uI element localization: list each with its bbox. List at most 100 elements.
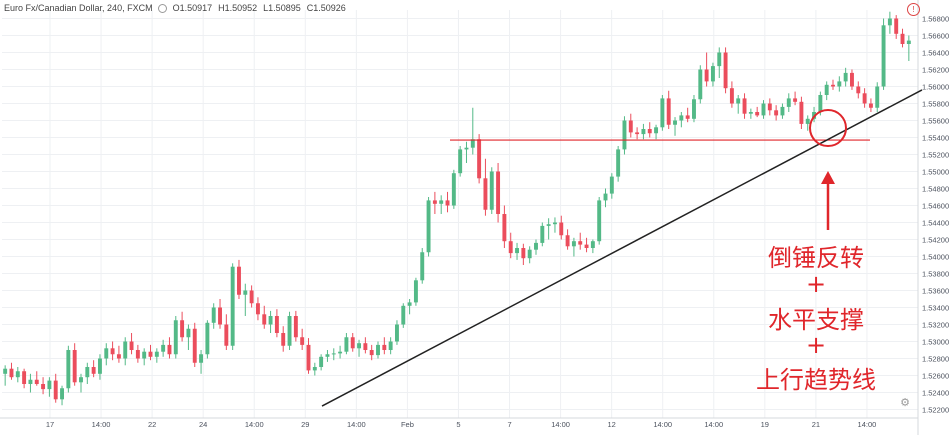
candle-down [742, 98, 747, 114]
candle-up [312, 367, 317, 371]
candle-up [464, 147, 469, 150]
gear-icon[interactable]: ⚙ [900, 397, 910, 409]
y-tick-label: 1.55800 [922, 100, 949, 109]
candle-down [477, 139, 482, 179]
candle-up [641, 129, 646, 135]
candle-up [3, 368, 8, 374]
x-tick-label: Feb [401, 420, 414, 429]
candle-down [135, 350, 140, 359]
candle-down [565, 235, 570, 247]
candle-down [274, 316, 279, 333]
candle-down [72, 350, 77, 383]
candle-down [9, 368, 14, 378]
candle-down [831, 84, 835, 87]
x-tick-label: 12 [607, 420, 615, 429]
y-tick-label: 1.56000 [922, 83, 949, 92]
y-tick-label: 1.55000 [922, 168, 949, 177]
candle-up [881, 25, 886, 87]
y-tick-label: 1.53200 [922, 321, 949, 330]
candle-down [793, 98, 798, 102]
candle-up [439, 200, 444, 204]
candle-up [420, 252, 425, 281]
candle-up [906, 40, 911, 44]
candle-up [824, 84, 829, 95]
candle-up [357, 343, 362, 349]
candle-down [856, 86, 861, 94]
highlight-circle [809, 109, 847, 148]
candle-down [850, 72, 854, 87]
candle-up [413, 280, 418, 303]
x-tick-label: 14:00 [551, 420, 570, 429]
open-value: O1.50917 [172, 3, 213, 13]
y-tick-label: 1.54400 [922, 219, 949, 228]
candle-down [293, 316, 298, 338]
high-value: H1.50952 [218, 3, 258, 13]
arrow-head [821, 171, 835, 184]
candle-up [205, 322, 210, 355]
candle-up [47, 380, 52, 390]
alert-icon[interactable]: ! [907, 3, 920, 16]
candle-up [211, 307, 216, 323]
candle-up [736, 98, 741, 104]
candle-down [799, 101, 804, 124]
candle-down [767, 103, 772, 111]
candle-up [622, 120, 627, 150]
candle-up [161, 344, 166, 352]
candle-down [578, 241, 583, 245]
candle-down [224, 324, 229, 346]
x-tick-label: 14:00 [347, 420, 366, 429]
candle-down [237, 266, 241, 295]
y-tick-label: 1.52800 [922, 355, 949, 364]
candle-down [647, 129, 652, 134]
candle-up [692, 99, 696, 119]
candle-down [628, 120, 633, 133]
candle-up [123, 341, 128, 359]
y-tick-label: 1.52600 [922, 372, 949, 381]
candle-up [388, 341, 393, 350]
candle-up [603, 193, 608, 201]
candle-up [660, 98, 665, 128]
candle-down [110, 348, 115, 355]
candle-up [28, 379, 33, 384]
candle-down [167, 344, 172, 355]
x-tick-label: 21 [812, 420, 820, 429]
candle-down [300, 337, 305, 345]
candle-up [540, 225, 545, 243]
candle-down [900, 33, 905, 44]
x-tick-label: 14:00 [704, 420, 723, 429]
candle-down [559, 222, 564, 236]
y-tick-label: 1.55600 [922, 117, 949, 126]
candle-down [363, 343, 368, 350]
candle-down [502, 214, 507, 242]
low-value: L1.50895 [263, 3, 301, 13]
candle-up [199, 354, 204, 363]
y-tick-label: 1.53800 [922, 270, 949, 279]
candle-up [407, 302, 412, 306]
candle-up [338, 351, 343, 354]
candle-up [173, 320, 178, 355]
candle-down [41, 384, 46, 390]
y-tick-label: 1.52400 [922, 389, 949, 398]
x-tick-label: 19 [761, 420, 769, 429]
candle-down [116, 354, 121, 359]
candle-up [534, 242, 538, 250]
candle-down [685, 115, 690, 119]
candle-up [616, 149, 621, 177]
candle-up [395, 324, 399, 342]
candle-down [508, 241, 513, 254]
candle-up [571, 241, 576, 247]
candle-up [60, 388, 64, 400]
candle-up [818, 95, 823, 112]
candle-up [552, 222, 557, 225]
candle-down [129, 341, 134, 350]
candle-up [748, 112, 753, 114]
x-tick-label: 14:00 [245, 420, 264, 429]
candle-up [654, 127, 659, 134]
x-tick-label: 29 [301, 420, 309, 429]
candle-down [350, 337, 355, 349]
x-tick-label: 14:00 [92, 420, 111, 429]
candle-down [249, 290, 254, 304]
candle-down [774, 110, 779, 116]
